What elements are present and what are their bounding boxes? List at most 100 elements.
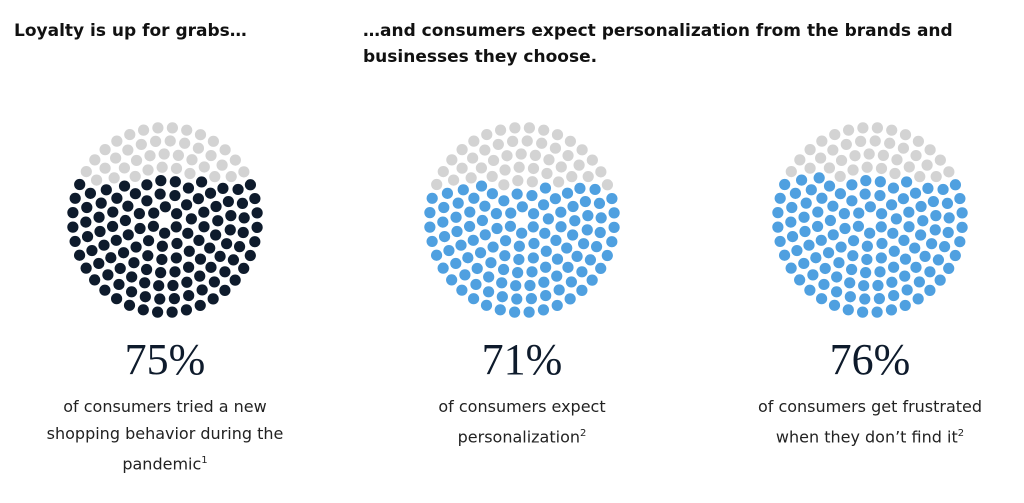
dot — [579, 195, 591, 208]
dot — [834, 188, 846, 200]
dot — [829, 128, 841, 141]
dot — [227, 254, 240, 266]
dot — [901, 284, 913, 296]
dot — [251, 207, 263, 219]
dot — [567, 229, 579, 241]
dot — [816, 135, 828, 147]
dot — [888, 289, 900, 302]
dot — [225, 210, 237, 222]
dot — [180, 199, 193, 211]
dot — [170, 162, 183, 175]
dot — [858, 280, 870, 292]
dot — [81, 201, 93, 214]
dot — [154, 188, 166, 200]
dot — [451, 225, 463, 238]
dot — [949, 179, 962, 191]
dot — [166, 306, 178, 318]
filled-dots — [772, 172, 968, 318]
dot — [542, 213, 554, 225]
dot — [564, 135, 577, 147]
dot — [155, 267, 167, 279]
dot — [194, 129, 207, 141]
dot — [889, 167, 901, 180]
dot — [498, 179, 510, 191]
dot — [886, 276, 898, 288]
dot — [110, 234, 122, 246]
dot — [824, 214, 837, 227]
dot — [786, 201, 798, 214]
dot — [126, 271, 138, 283]
dot — [772, 221, 784, 233]
dot — [863, 148, 875, 160]
dot — [899, 129, 912, 141]
dot — [431, 178, 443, 191]
dot — [528, 208, 540, 220]
dot — [498, 195, 510, 207]
dot — [934, 274, 946, 286]
dot — [513, 253, 525, 266]
dot — [437, 262, 449, 274]
dot — [130, 154, 143, 167]
dot — [956, 207, 968, 219]
dot — [813, 172, 825, 184]
dot — [194, 299, 206, 312]
dot — [804, 144, 816, 156]
dot — [205, 261, 217, 273]
dot — [192, 193, 204, 205]
dot — [938, 241, 951, 253]
dot — [212, 215, 224, 227]
dot — [219, 144, 231, 156]
dot — [823, 180, 836, 192]
dot — [924, 266, 936, 278]
dot — [846, 179, 858, 191]
dot — [155, 175, 167, 187]
dot — [430, 249, 443, 261]
dot — [251, 221, 263, 233]
dot — [932, 254, 945, 266]
dot — [589, 183, 601, 196]
dot — [943, 212, 955, 224]
dot — [853, 207, 865, 219]
dot — [551, 129, 564, 141]
dot — [69, 192, 81, 204]
dot — [785, 165, 797, 178]
dot — [874, 189, 886, 202]
dot — [89, 274, 101, 286]
dot — [540, 289, 552, 302]
dot — [523, 306, 535, 318]
dot — [198, 221, 210, 233]
dot — [576, 144, 588, 156]
dot — [887, 227, 899, 239]
dot — [798, 257, 810, 270]
dot — [864, 227, 876, 239]
dot — [192, 142, 205, 154]
dot — [182, 182, 195, 194]
dot — [875, 252, 887, 264]
dot — [196, 284, 208, 296]
dot — [159, 201, 171, 213]
percent-label: 76% — [829, 335, 911, 384]
dot — [185, 213, 197, 225]
dot — [114, 262, 126, 275]
dot — [467, 293, 480, 305]
caption-text: of consumers get frustrated when they do… — [757, 397, 983, 447]
dot — [152, 122, 164, 134]
dot — [171, 208, 183, 220]
dot — [512, 175, 524, 187]
dot — [479, 229, 491, 241]
dot — [807, 269, 819, 281]
dot — [586, 154, 598, 166]
dot — [844, 291, 856, 303]
dot — [857, 122, 869, 134]
dot — [152, 306, 164, 318]
dot — [485, 257, 497, 269]
dot — [555, 161, 567, 173]
dot — [845, 263, 858, 276]
dot — [876, 237, 888, 250]
dot — [106, 220, 119, 233]
dot — [123, 299, 136, 311]
dot — [111, 192, 123, 204]
percent-label: 71% — [481, 335, 563, 384]
dot — [181, 276, 193, 288]
